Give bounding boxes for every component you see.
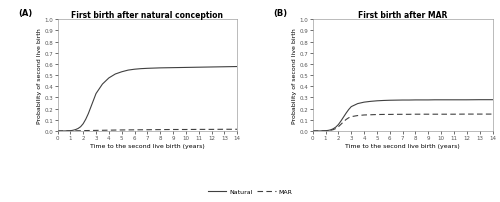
Title: First birth after MAR: First birth after MAR — [358, 11, 448, 19]
Title: First birth after natural conception: First birth after natural conception — [72, 11, 224, 19]
Text: (B): (B) — [273, 9, 287, 18]
Y-axis label: Probability of second live birth: Probability of second live birth — [292, 28, 297, 123]
Y-axis label: Probability of second live birth: Probability of second live birth — [37, 28, 42, 123]
X-axis label: Time to the second live birth (years): Time to the second live birth (years) — [90, 143, 205, 148]
X-axis label: Time to the second live birth (years): Time to the second live birth (years) — [345, 143, 460, 148]
Legend: Natural, MAR: Natural, MAR — [205, 186, 295, 197]
Text: (A): (A) — [18, 9, 32, 18]
